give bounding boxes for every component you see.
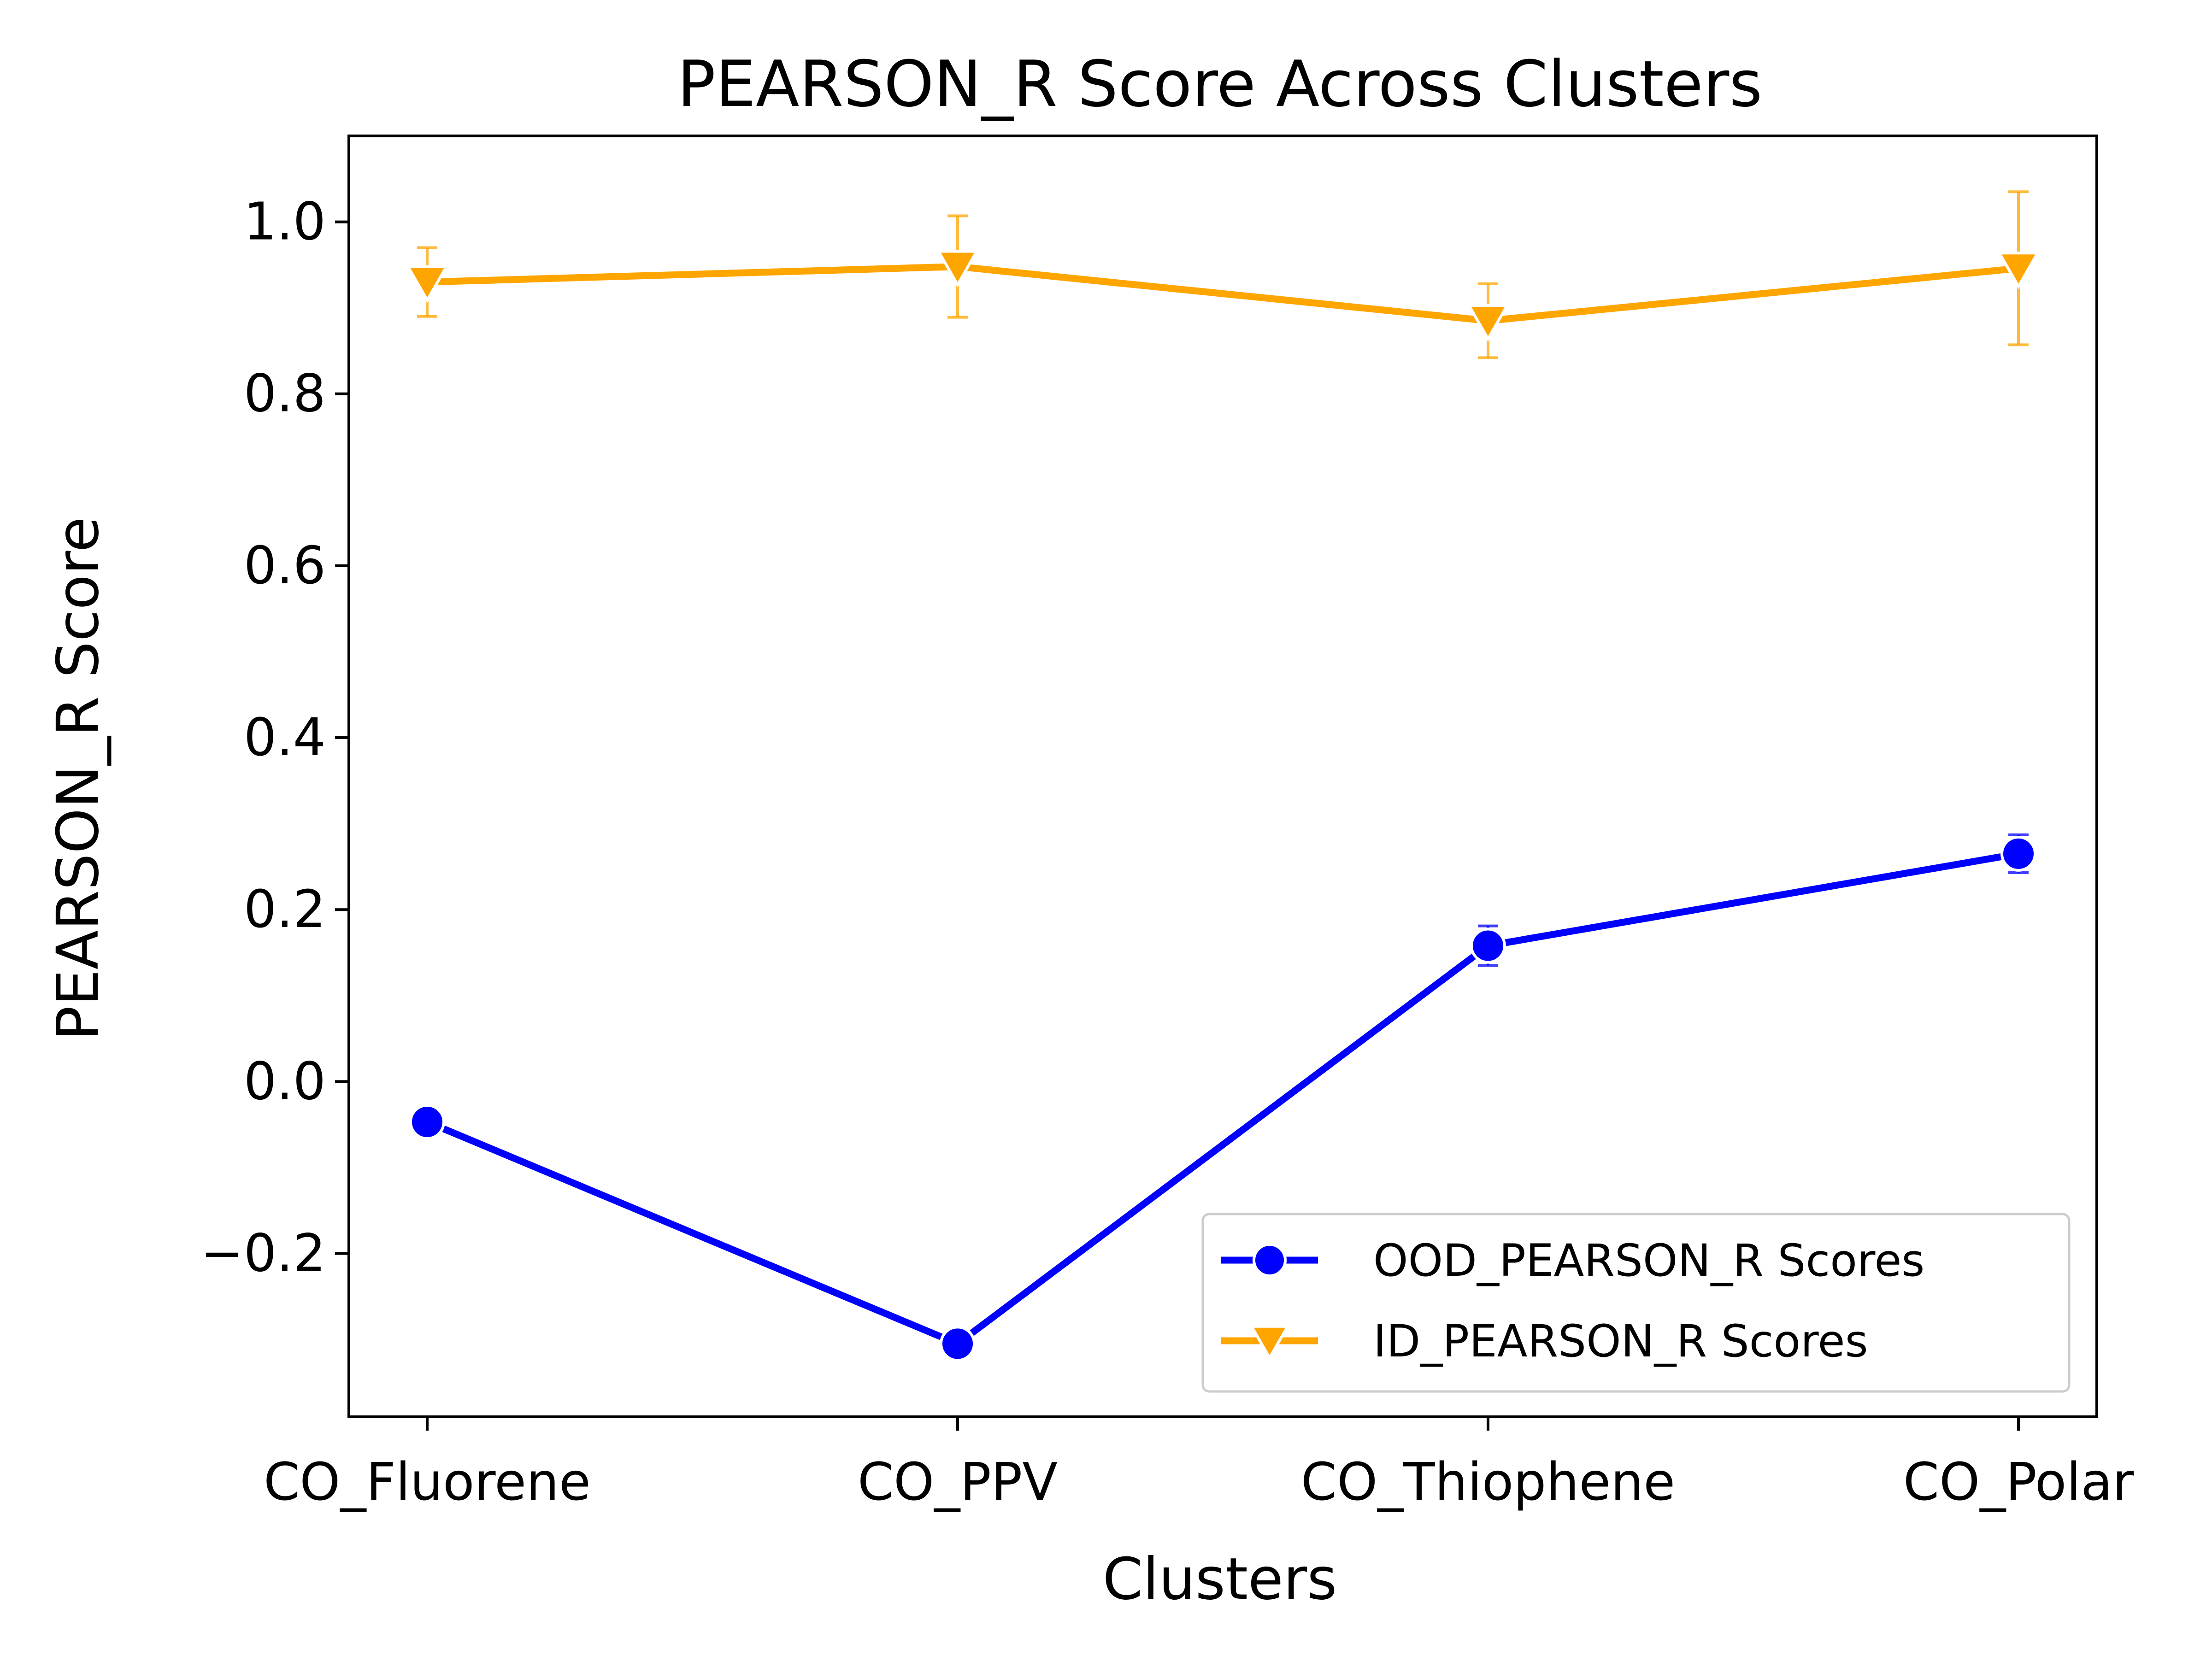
- x-tick-label: CO_Polar: [1903, 1452, 2134, 1512]
- legend-id-marker: [1249, 1325, 1290, 1361]
- id-data-point: [406, 265, 449, 303]
- ood-data-point: [1470, 927, 1506, 964]
- x-tick-label: CO_PPV: [858, 1452, 1058, 1512]
- x-tick-label: CO_Fluorene: [264, 1452, 591, 1512]
- plot-frame: [347, 135, 2098, 1418]
- x-axis-label: Clusters: [1103, 1546, 1337, 1613]
- y-tick-label: 0.2: [244, 880, 326, 939]
- y-tick-label: 0.0: [244, 1051, 326, 1111]
- ood-series-line: [426, 850, 2019, 1347]
- y-axis-label: PEARSON_R Score: [45, 516, 112, 1040]
- id-data-point: [936, 250, 979, 288]
- id-series-line: [427, 263, 2019, 324]
- ood-data-point: [409, 1104, 445, 1140]
- ood-data-point: [2000, 835, 2036, 872]
- legend-box: [1201, 1213, 2071, 1393]
- y-tick-label: −0.2: [200, 1224, 326, 1284]
- legend-ood-marker: [1253, 1243, 1287, 1277]
- y-tick-label: 1.0: [244, 192, 326, 252]
- chart-title: PEARSON_R Score Across Clusters: [677, 47, 1763, 121]
- id-data-point: [1466, 304, 1510, 342]
- legend-id-label: ID_PEARSON_R Scores: [1373, 1315, 1868, 1367]
- legend-ood-label: OOD_PEARSON_R Scores: [1373, 1235, 1924, 1286]
- ood-data-point: [940, 1326, 976, 1362]
- y-tick-label: 0.6: [244, 536, 326, 596]
- x-tick-label: CO_Thiophene: [1301, 1452, 1675, 1512]
- y-tick-label: 0.4: [244, 708, 326, 768]
- id-data-point: [1997, 252, 2040, 289]
- y-tick-label: 0.8: [244, 364, 326, 424]
- plot-area: −0.2 0.0 0.2 0.4 0.6 0.8 1.0 CO_Fluorene CO_PPV C…: [200, 135, 2134, 1512]
